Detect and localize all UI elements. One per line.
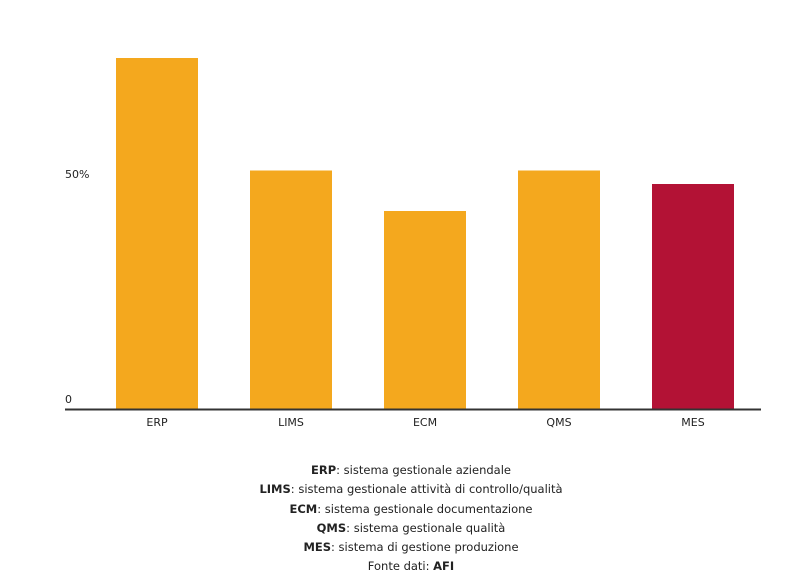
bar-mes bbox=[652, 184, 734, 409]
bar-erp bbox=[116, 58, 198, 409]
x-tick-label: QMS bbox=[546, 416, 571, 429]
legend-item-ecm: ECM: sistema gestionale documentazione bbox=[289, 501, 533, 516]
legend: ERP: sistema gestionale aziendale LIMS: … bbox=[0, 461, 806, 577]
y-tick-label: 50% bbox=[65, 168, 89, 181]
bar-lims bbox=[250, 170, 332, 409]
legend-item-lims: LIMS: sistema gestionale attività di con… bbox=[259, 482, 563, 497]
bar-chart: ERP LIMS ECM QMS MES 0 50% bbox=[65, 58, 761, 429]
bar-ecm bbox=[384, 211, 466, 409]
legend-item-erp: ERP: sistema gestionale aziendale bbox=[311, 463, 511, 477]
y-tick-label: 0 bbox=[65, 393, 72, 406]
legend-item-mes: MES: sistema di gestione produzione bbox=[303, 540, 519, 555]
x-tick-label: MES bbox=[681, 416, 704, 429]
legend-item-qms: QMS: sistema gestionale qualità bbox=[316, 520, 506, 535]
bar-qms bbox=[518, 170, 600, 409]
source-note: Fonte dati: AFI bbox=[367, 559, 455, 574]
x-tick-label: ERP bbox=[146, 416, 168, 429]
x-tick-label: LIMS bbox=[278, 416, 304, 429]
x-tick-label: ECM bbox=[413, 416, 437, 429]
